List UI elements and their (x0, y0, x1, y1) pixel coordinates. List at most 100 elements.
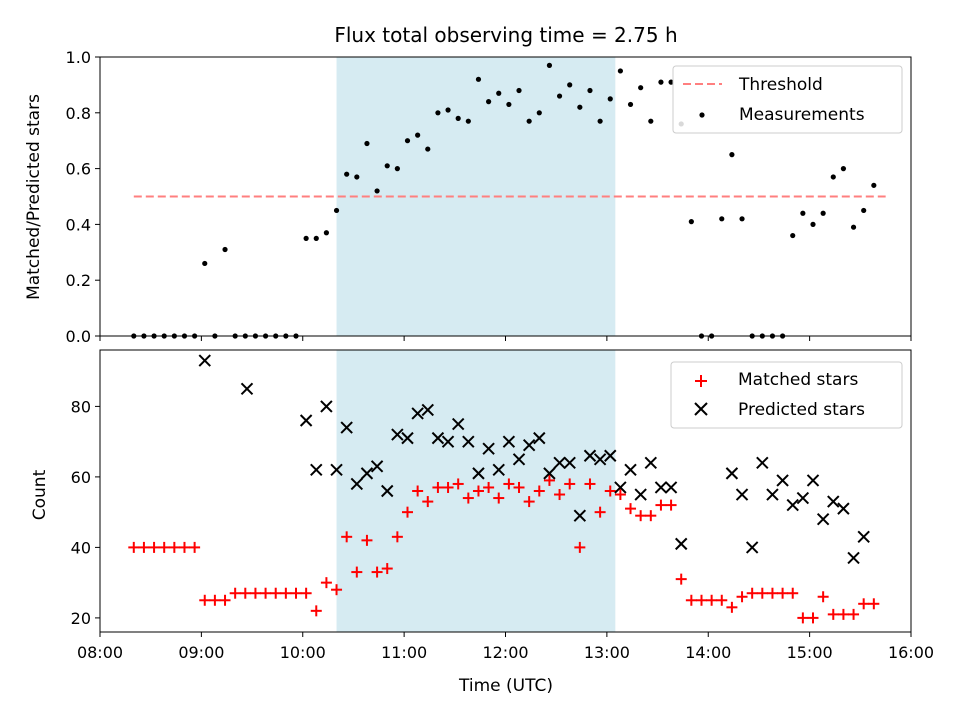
predicted-point (340, 421, 353, 434)
predicted-point (411, 407, 424, 420)
measurement-point (597, 118, 603, 124)
matched-point (249, 587, 261, 599)
bottom-y-tick-label: 80 (71, 397, 91, 416)
top-y-tick-label: 0.8 (66, 104, 91, 123)
matched-point (483, 481, 495, 493)
measurement-point (790, 232, 796, 239)
measurement-point (526, 118, 532, 124)
matched-point (716, 594, 728, 606)
predicted-point (837, 502, 850, 515)
top-legend: Threshold Measurements (672, 65, 903, 134)
matched-point (513, 481, 525, 493)
measurement-point (364, 140, 370, 147)
predicted-point (725, 467, 739, 480)
chart-title: Flux total observing time = 2.75 h (334, 23, 677, 47)
matched-point (402, 506, 414, 518)
predicted-point (604, 449, 617, 462)
predicted-point (401, 431, 414, 445)
predicted-point (796, 491, 810, 505)
matched-point (503, 478, 515, 490)
matched-point (726, 601, 738, 613)
predicted-point (816, 512, 830, 526)
top-y-axis-label: Matched/Predicted stars (24, 94, 44, 300)
matched-point (848, 608, 860, 620)
measurement-point (404, 138, 411, 144)
matched-point (817, 591, 829, 603)
matched-point (655, 499, 667, 511)
matched-point (827, 608, 839, 620)
measurement-point (394, 166, 400, 172)
matched-point (472, 485, 484, 497)
predicted-point (735, 488, 749, 501)
measurement-point (374, 188, 380, 194)
predicted-point (624, 463, 637, 477)
matched-point (178, 541, 190, 553)
measurement-point (486, 99, 492, 105)
measurement-point (303, 235, 309, 241)
top-y-axis: 0.0 0.2 0.4 0.6 0.8 1.0 (66, 48, 100, 346)
measurement-point (556, 93, 563, 99)
x-tick-label: 10:00 (280, 643, 326, 662)
bottom-x-axis: 08:00 09:00 10:00 11:00 12:00 13:00 14:00 15:00… (77, 632, 934, 662)
measurement-point (516, 87, 522, 94)
matched-point (584, 478, 596, 490)
matched-point (543, 474, 555, 486)
matched-point (533, 485, 545, 497)
measurement-point (638, 85, 644, 91)
bottom-y-axis: 20 40 60 80 (71, 397, 100, 628)
top-legend-box (672, 65, 903, 134)
matched-point (168, 541, 180, 553)
measurement-point (830, 174, 836, 180)
x-tick-label: 09:00 (178, 643, 224, 662)
predicted-point (198, 354, 211, 367)
measurement-point (202, 260, 208, 267)
predicted-point (502, 435, 516, 448)
measurement-point (333, 207, 340, 214)
measurement-point (658, 79, 664, 85)
matched-point (807, 612, 819, 624)
matched-point (736, 591, 748, 603)
matched-point (614, 489, 626, 501)
predicted-point (644, 456, 658, 470)
measurement-point (810, 221, 816, 227)
matched-point (645, 510, 657, 522)
x-axis-label: Time (UTC) (458, 676, 553, 696)
matched-point (868, 598, 880, 610)
measurement-point (739, 216, 745, 222)
predicted-point (492, 463, 505, 477)
matched-point (625, 503, 637, 515)
predicted-point (654, 481, 668, 494)
predicted-point (745, 541, 759, 554)
bottom-y-axis-label: Count (30, 469, 50, 520)
predicted-point (482, 442, 495, 455)
predicted-point (431, 431, 445, 445)
matched-point (523, 496, 535, 508)
measurement-point (415, 132, 421, 138)
matched-point (452, 478, 464, 490)
matched-point (675, 573, 687, 585)
matched-point (797, 612, 809, 624)
matched-point (432, 481, 444, 493)
matched-point (756, 587, 768, 599)
predicted-point (381, 484, 394, 498)
matched-point (706, 594, 718, 606)
measurement-point (496, 90, 502, 96)
top-x-ticks (99, 336, 912, 341)
predicted-point (441, 435, 455, 448)
matched-point (604, 485, 616, 497)
measurement-point (688, 219, 694, 225)
matched-point (199, 594, 211, 606)
predicted-point (614, 481, 627, 494)
measurement-point (323, 230, 330, 236)
bottom-plot-area (128, 354, 880, 624)
matched-point (564, 478, 576, 490)
x-tick-label: 14:00 (685, 643, 731, 662)
legend-predicted-label: Predicted stars (738, 400, 865, 420)
bottom-y-tick-label: 40 (71, 538, 91, 557)
matched-point (422, 496, 434, 508)
matched-point (300, 587, 312, 599)
predicted-point (857, 530, 870, 544)
matched-point (371, 566, 383, 578)
measurement-point (354, 174, 360, 180)
